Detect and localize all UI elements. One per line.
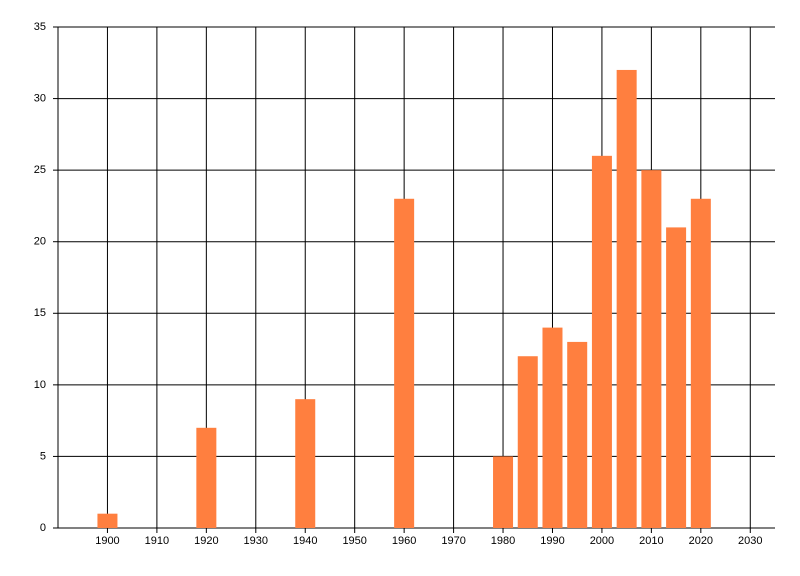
bar xyxy=(394,198,415,528)
bar xyxy=(493,456,514,528)
x-tick-label: 1960 xyxy=(392,535,416,547)
x-tick-label: 2000 xyxy=(590,535,614,547)
x-tick-label: 2030 xyxy=(738,535,762,547)
x-tick-label: 1940 xyxy=(293,535,317,547)
x-tick-label: 1930 xyxy=(244,535,268,547)
x-tick-label: 1910 xyxy=(145,535,169,547)
bar xyxy=(690,198,711,528)
bar xyxy=(97,513,118,528)
bar xyxy=(616,69,637,528)
bar xyxy=(196,427,217,528)
y-tick-label: 15 xyxy=(34,307,46,319)
y-tick-label: 0 xyxy=(40,522,46,534)
bar xyxy=(295,399,316,528)
y-tick-label: 20 xyxy=(34,236,46,248)
y-tick-label: 30 xyxy=(34,92,46,104)
y-tick-label: 5 xyxy=(40,450,46,462)
x-tick-label: 1950 xyxy=(342,535,366,547)
bar xyxy=(591,155,612,529)
y-tick-label: 35 xyxy=(34,21,46,33)
x-tick-label: 1920 xyxy=(194,535,218,547)
bar xyxy=(517,356,538,528)
y-tick-label: 25 xyxy=(34,164,46,176)
bar xyxy=(666,227,687,528)
x-tick-label: 2020 xyxy=(689,535,713,547)
x-tick-label: 2010 xyxy=(639,535,663,547)
bar xyxy=(542,327,563,528)
x-tick-label: 1980 xyxy=(491,535,515,547)
y-tick-label: 10 xyxy=(34,379,46,391)
bar xyxy=(641,170,662,528)
x-tick-label: 1970 xyxy=(441,535,465,547)
bar xyxy=(567,341,588,528)
x-tick-label: 1900 xyxy=(95,535,119,547)
x-tick-label: 1990 xyxy=(540,535,564,547)
